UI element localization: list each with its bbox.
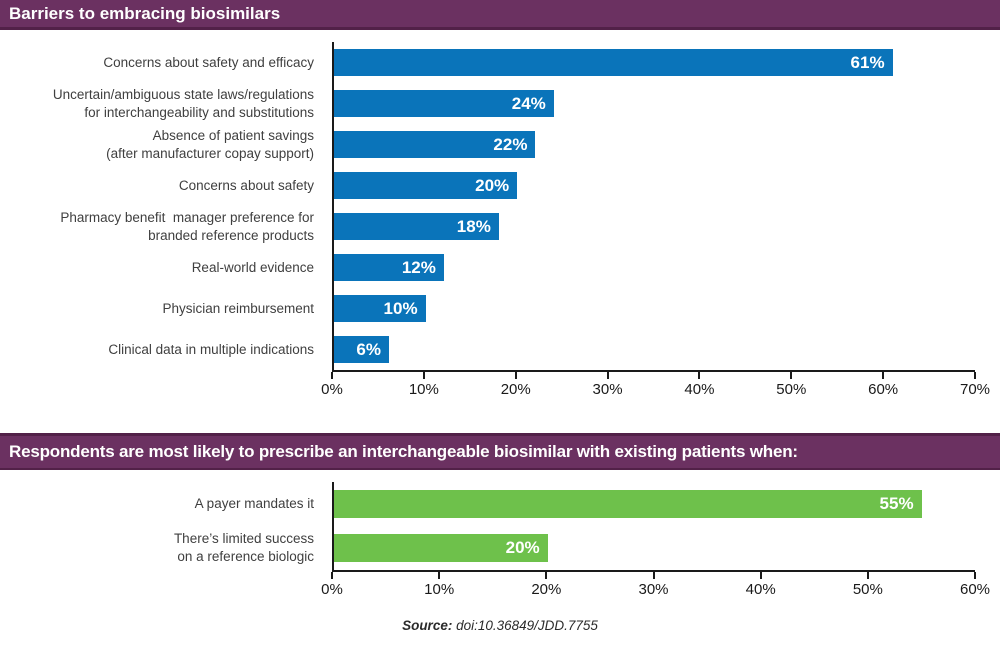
x-axis-row: 0% 10% 20% 30% 40% 50% 60% xyxy=(0,570,1000,602)
bar: 10% xyxy=(334,295,426,322)
axis-tick-label: 40% xyxy=(684,381,715,398)
axis-tick xyxy=(759,572,762,579)
category-label: Concerns about safety xyxy=(178,177,314,193)
category-label: A payer mandates it xyxy=(194,496,314,511)
category-label: Real-world evidence xyxy=(191,259,314,275)
axis-tick xyxy=(331,372,333,379)
axis-tick-label: 0% xyxy=(321,581,343,598)
plot-area: 55% 20% xyxy=(332,482,975,570)
axis-tick-label: 30% xyxy=(592,381,623,398)
category-labels-column: A payer mandates it There’s limited succe… xyxy=(0,482,332,570)
axis-tick-label: 60% xyxy=(868,381,899,398)
bar-row: 20% xyxy=(334,526,975,570)
section-header-barriers: Barriers to embracing biosimilars xyxy=(0,0,1000,30)
axis-tick-label: 10% xyxy=(408,381,439,398)
bar-row: 24% xyxy=(334,83,975,124)
chart-body: Concerns about safety and efficacy Uncert… xyxy=(0,42,1000,370)
x-axis: 0% 10% 20% 30% 40% 50% 60% 70% xyxy=(321,370,990,402)
bar-row: 6% xyxy=(334,329,975,370)
bar: 18% xyxy=(334,213,499,240)
axis-tick xyxy=(790,372,793,379)
category-label: Uncertain/ambiguous state laws/regulatio… xyxy=(52,86,314,120)
bar: 20% xyxy=(334,172,518,199)
bar-value-label: 12% xyxy=(401,257,436,277)
axis-tick xyxy=(866,572,869,579)
bar-row: 18% xyxy=(334,206,975,247)
bar-value-label: 20% xyxy=(475,175,510,195)
source-citation: Source: doi:10.36849/JDD.7755 xyxy=(0,618,1000,633)
bar: 20% xyxy=(334,534,548,562)
axis-tick-label: 50% xyxy=(776,381,807,398)
bar-row: 12% xyxy=(334,247,975,288)
category-label: There’s limited success on a reference b… xyxy=(173,531,314,564)
axis-tick xyxy=(422,372,425,379)
bar-row: 61% xyxy=(334,42,975,83)
x-axis-row: 0% 10% 20% 30% 40% 50% 60% 70% xyxy=(0,370,1000,402)
bar: 12% xyxy=(334,254,444,281)
source-doi: doi:10.36849/JDD.7755 xyxy=(452,618,598,633)
axis-tick xyxy=(974,572,976,579)
axis-tick xyxy=(438,572,441,579)
axis-spacer xyxy=(0,570,332,602)
axis-tick-label: 20% xyxy=(531,581,562,598)
category-label: Pharmacy benefit manager preference for … xyxy=(60,209,314,243)
chart-body: A payer mandates it There’s limited succe… xyxy=(0,482,1000,570)
category-labels-column: Concerns about safety and efficacy Uncert… xyxy=(0,42,332,370)
axis-tick-label: 10% xyxy=(424,581,455,598)
barriers-bar-chart: Concerns about safety and efficacy Uncert… xyxy=(0,42,1000,402)
x-axis: 0% 10% 20% 30% 40% 50% 60% xyxy=(321,570,990,602)
axis-tick-label: 60% xyxy=(959,581,991,598)
axis-tick-label: 0% xyxy=(321,381,343,398)
category-label: Physician reimbursement xyxy=(162,300,314,316)
source-label: Source: xyxy=(402,618,453,633)
bar-row: 55% xyxy=(334,482,975,526)
axis-tick xyxy=(974,372,976,379)
bar: 61% xyxy=(334,49,893,76)
axis-tick-label: 40% xyxy=(745,581,776,598)
category-label: Absence of patient savings (after manufa… xyxy=(106,127,314,161)
axis-tick xyxy=(545,572,548,579)
axis-tick xyxy=(606,372,609,379)
plot-area: 61% 24% 22% 20% 18% 12% 10% 6% xyxy=(332,42,975,370)
category-label: Concerns about safety and efficacy xyxy=(103,54,314,70)
bar-row: 20% xyxy=(334,165,975,206)
bar-value-label: 61% xyxy=(850,52,885,72)
bar-value-label: 20% xyxy=(505,538,540,557)
axis-tick-label: 30% xyxy=(638,581,669,598)
section-header-prescribe: Respondents are most likely to prescribe… xyxy=(0,433,1000,470)
axis-tick xyxy=(652,572,655,579)
bar-value-label: 55% xyxy=(879,494,914,513)
bar-value-label: 18% xyxy=(456,216,491,236)
category-label: Clinical data in multiple indications xyxy=(108,341,314,357)
bar: 22% xyxy=(334,131,536,158)
bar-value-label: 24% xyxy=(511,93,546,113)
prescribe-bar-chart: A payer mandates it There’s limited succe… xyxy=(0,482,1000,602)
bar: 24% xyxy=(334,90,554,117)
bar: 6% xyxy=(334,336,389,363)
bar-value-label: 10% xyxy=(383,298,418,318)
axis-tick xyxy=(698,372,701,379)
axis-tick xyxy=(514,372,517,379)
bar-value-label: 22% xyxy=(493,134,528,154)
axis-tick xyxy=(882,372,885,379)
axis-tick-label: 70% xyxy=(959,381,991,398)
axis-tick xyxy=(331,572,333,579)
axis-tick-label: 50% xyxy=(852,581,883,598)
bar-value-label: 6% xyxy=(356,339,381,359)
axis-tick-label: 20% xyxy=(500,381,531,398)
bar-row: 10% xyxy=(334,288,975,329)
bar-row: 22% xyxy=(334,124,975,165)
bar: 55% xyxy=(334,490,922,518)
axis-spacer xyxy=(0,370,332,402)
